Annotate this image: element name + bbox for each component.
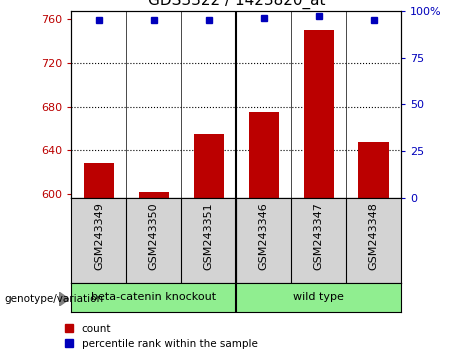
- Text: GSM243351: GSM243351: [204, 202, 214, 270]
- Title: GDS3322 / 1423820_at: GDS3322 / 1423820_at: [148, 0, 325, 9]
- Text: GSM243348: GSM243348: [369, 202, 378, 270]
- Bar: [248, 112, 279, 198]
- Bar: [194, 134, 224, 198]
- Bar: [303, 30, 334, 198]
- Bar: [139, 192, 169, 198]
- Polygon shape: [59, 292, 69, 306]
- Bar: [359, 142, 389, 198]
- Text: beta-catenin knockout: beta-catenin knockout: [91, 292, 216, 302]
- Text: GSM243349: GSM243349: [94, 202, 104, 270]
- Text: GSM243347: GSM243347: [313, 202, 324, 270]
- Text: GSM243346: GSM243346: [259, 202, 269, 270]
- Bar: [84, 163, 114, 198]
- Text: GSM243350: GSM243350: [149, 202, 159, 270]
- Text: wild type: wild type: [293, 292, 344, 302]
- Legend: count, percentile rank within the sample: count, percentile rank within the sample: [65, 324, 258, 349]
- Text: genotype/variation: genotype/variation: [5, 294, 104, 304]
